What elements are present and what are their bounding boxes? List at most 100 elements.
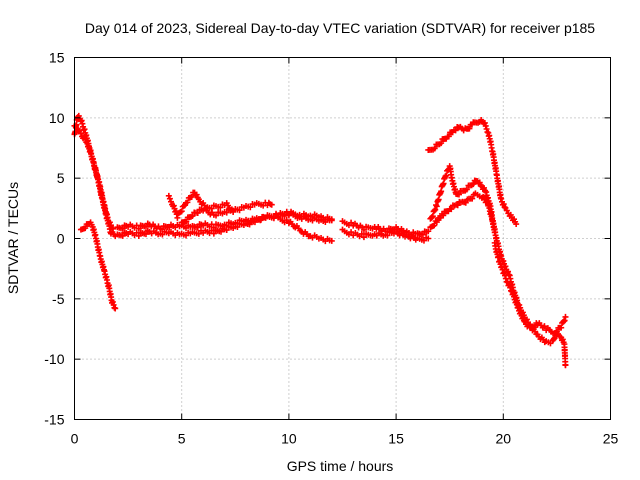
series-track-late-2 <box>339 226 432 244</box>
y-tick-label: 10 <box>49 110 65 126</box>
data-point <box>484 129 491 136</box>
data-point <box>463 186 470 193</box>
data-points <box>71 112 569 369</box>
data-point <box>454 202 461 209</box>
data-point <box>425 235 432 242</box>
x-tick-label: 25 <box>603 431 619 447</box>
data-point <box>501 269 508 276</box>
data-point <box>432 206 439 213</box>
data-point <box>360 226 367 233</box>
data-point <box>515 304 522 311</box>
data-point <box>223 227 230 234</box>
data-point <box>82 225 89 232</box>
data-point <box>445 133 452 140</box>
data-point <box>482 122 489 129</box>
data-point <box>257 217 264 224</box>
data-point <box>218 228 225 235</box>
data-point <box>193 191 200 198</box>
y-tick-label: -15 <box>44 412 64 428</box>
data-point <box>195 230 202 237</box>
data-point <box>107 222 114 229</box>
data-point <box>165 192 172 199</box>
data-point <box>119 232 126 239</box>
data-point <box>234 224 241 231</box>
data-point <box>495 253 502 260</box>
data-point <box>448 206 455 213</box>
data-point <box>142 223 149 230</box>
data-point <box>541 323 548 330</box>
data-point <box>328 237 335 244</box>
data-point <box>433 219 440 226</box>
data-point <box>501 204 508 211</box>
data-point <box>223 209 230 216</box>
data-point <box>236 207 243 214</box>
data-point <box>283 217 290 224</box>
data-point <box>438 140 445 147</box>
chart-title: Day 014 of 2023, Sidereal Day-to-day VTE… <box>85 20 595 36</box>
series-track-spikes <box>165 189 237 221</box>
x-tick-label: 5 <box>178 431 186 447</box>
data-point <box>503 278 510 285</box>
data-point <box>481 119 488 126</box>
x-tick-label: 15 <box>388 431 404 447</box>
data-point <box>76 127 83 134</box>
data-point <box>466 125 473 132</box>
data-point <box>142 231 149 238</box>
data-point <box>469 195 476 202</box>
data-point <box>135 225 142 232</box>
data-point <box>348 229 355 236</box>
data-point <box>106 219 113 226</box>
data-point <box>178 208 185 215</box>
data-point <box>562 362 569 369</box>
data-point <box>484 198 491 205</box>
data-point <box>505 268 512 275</box>
data-point <box>194 224 201 231</box>
data-point <box>167 198 174 205</box>
x-axis-title: GPS time / hours <box>287 458 394 474</box>
series-track-mid-2 <box>114 208 335 239</box>
data-point <box>246 221 253 228</box>
data-point <box>112 305 119 312</box>
data-point <box>184 199 191 206</box>
data-point <box>559 336 566 343</box>
y-axis-title: SDTVAR / TECUs <box>5 182 21 294</box>
data-point <box>110 301 117 308</box>
data-point <box>194 210 201 217</box>
data-point <box>135 232 142 239</box>
data-point <box>520 314 527 321</box>
x-tick-label: 10 <box>281 431 297 447</box>
data-point <box>425 228 432 235</box>
y-tick-label: -5 <box>52 291 65 307</box>
data-point <box>507 284 514 291</box>
data-point <box>247 204 254 211</box>
data-point <box>328 216 335 223</box>
data-point <box>498 195 505 202</box>
data-point <box>561 317 568 324</box>
data-point <box>110 225 117 232</box>
data-point <box>384 232 391 239</box>
data-point <box>431 222 438 229</box>
y-tick-label: -10 <box>44 351 64 367</box>
data-point <box>109 298 116 305</box>
data-point <box>562 313 569 320</box>
grid-lines <box>74 57 611 420</box>
series-track-tail <box>491 239 569 369</box>
data-point <box>119 225 126 232</box>
data-point <box>429 213 436 220</box>
data-point <box>500 201 507 208</box>
series-track-mid-1 <box>114 209 335 233</box>
data-point <box>268 201 275 208</box>
data-point <box>188 193 195 200</box>
series-track-ramp-lower <box>427 190 569 347</box>
data-point <box>517 309 524 316</box>
data-point <box>77 130 84 137</box>
data-point <box>431 207 438 214</box>
data-point <box>502 272 509 279</box>
y-tick-label: 15 <box>49 50 65 66</box>
data-point <box>230 208 237 215</box>
data-point <box>440 212 447 219</box>
data-point <box>183 218 190 225</box>
axes: 0 5 10 15 20 25 -15 -10 -5 0 5 10 15 <box>44 50 618 447</box>
data-point <box>210 230 217 237</box>
